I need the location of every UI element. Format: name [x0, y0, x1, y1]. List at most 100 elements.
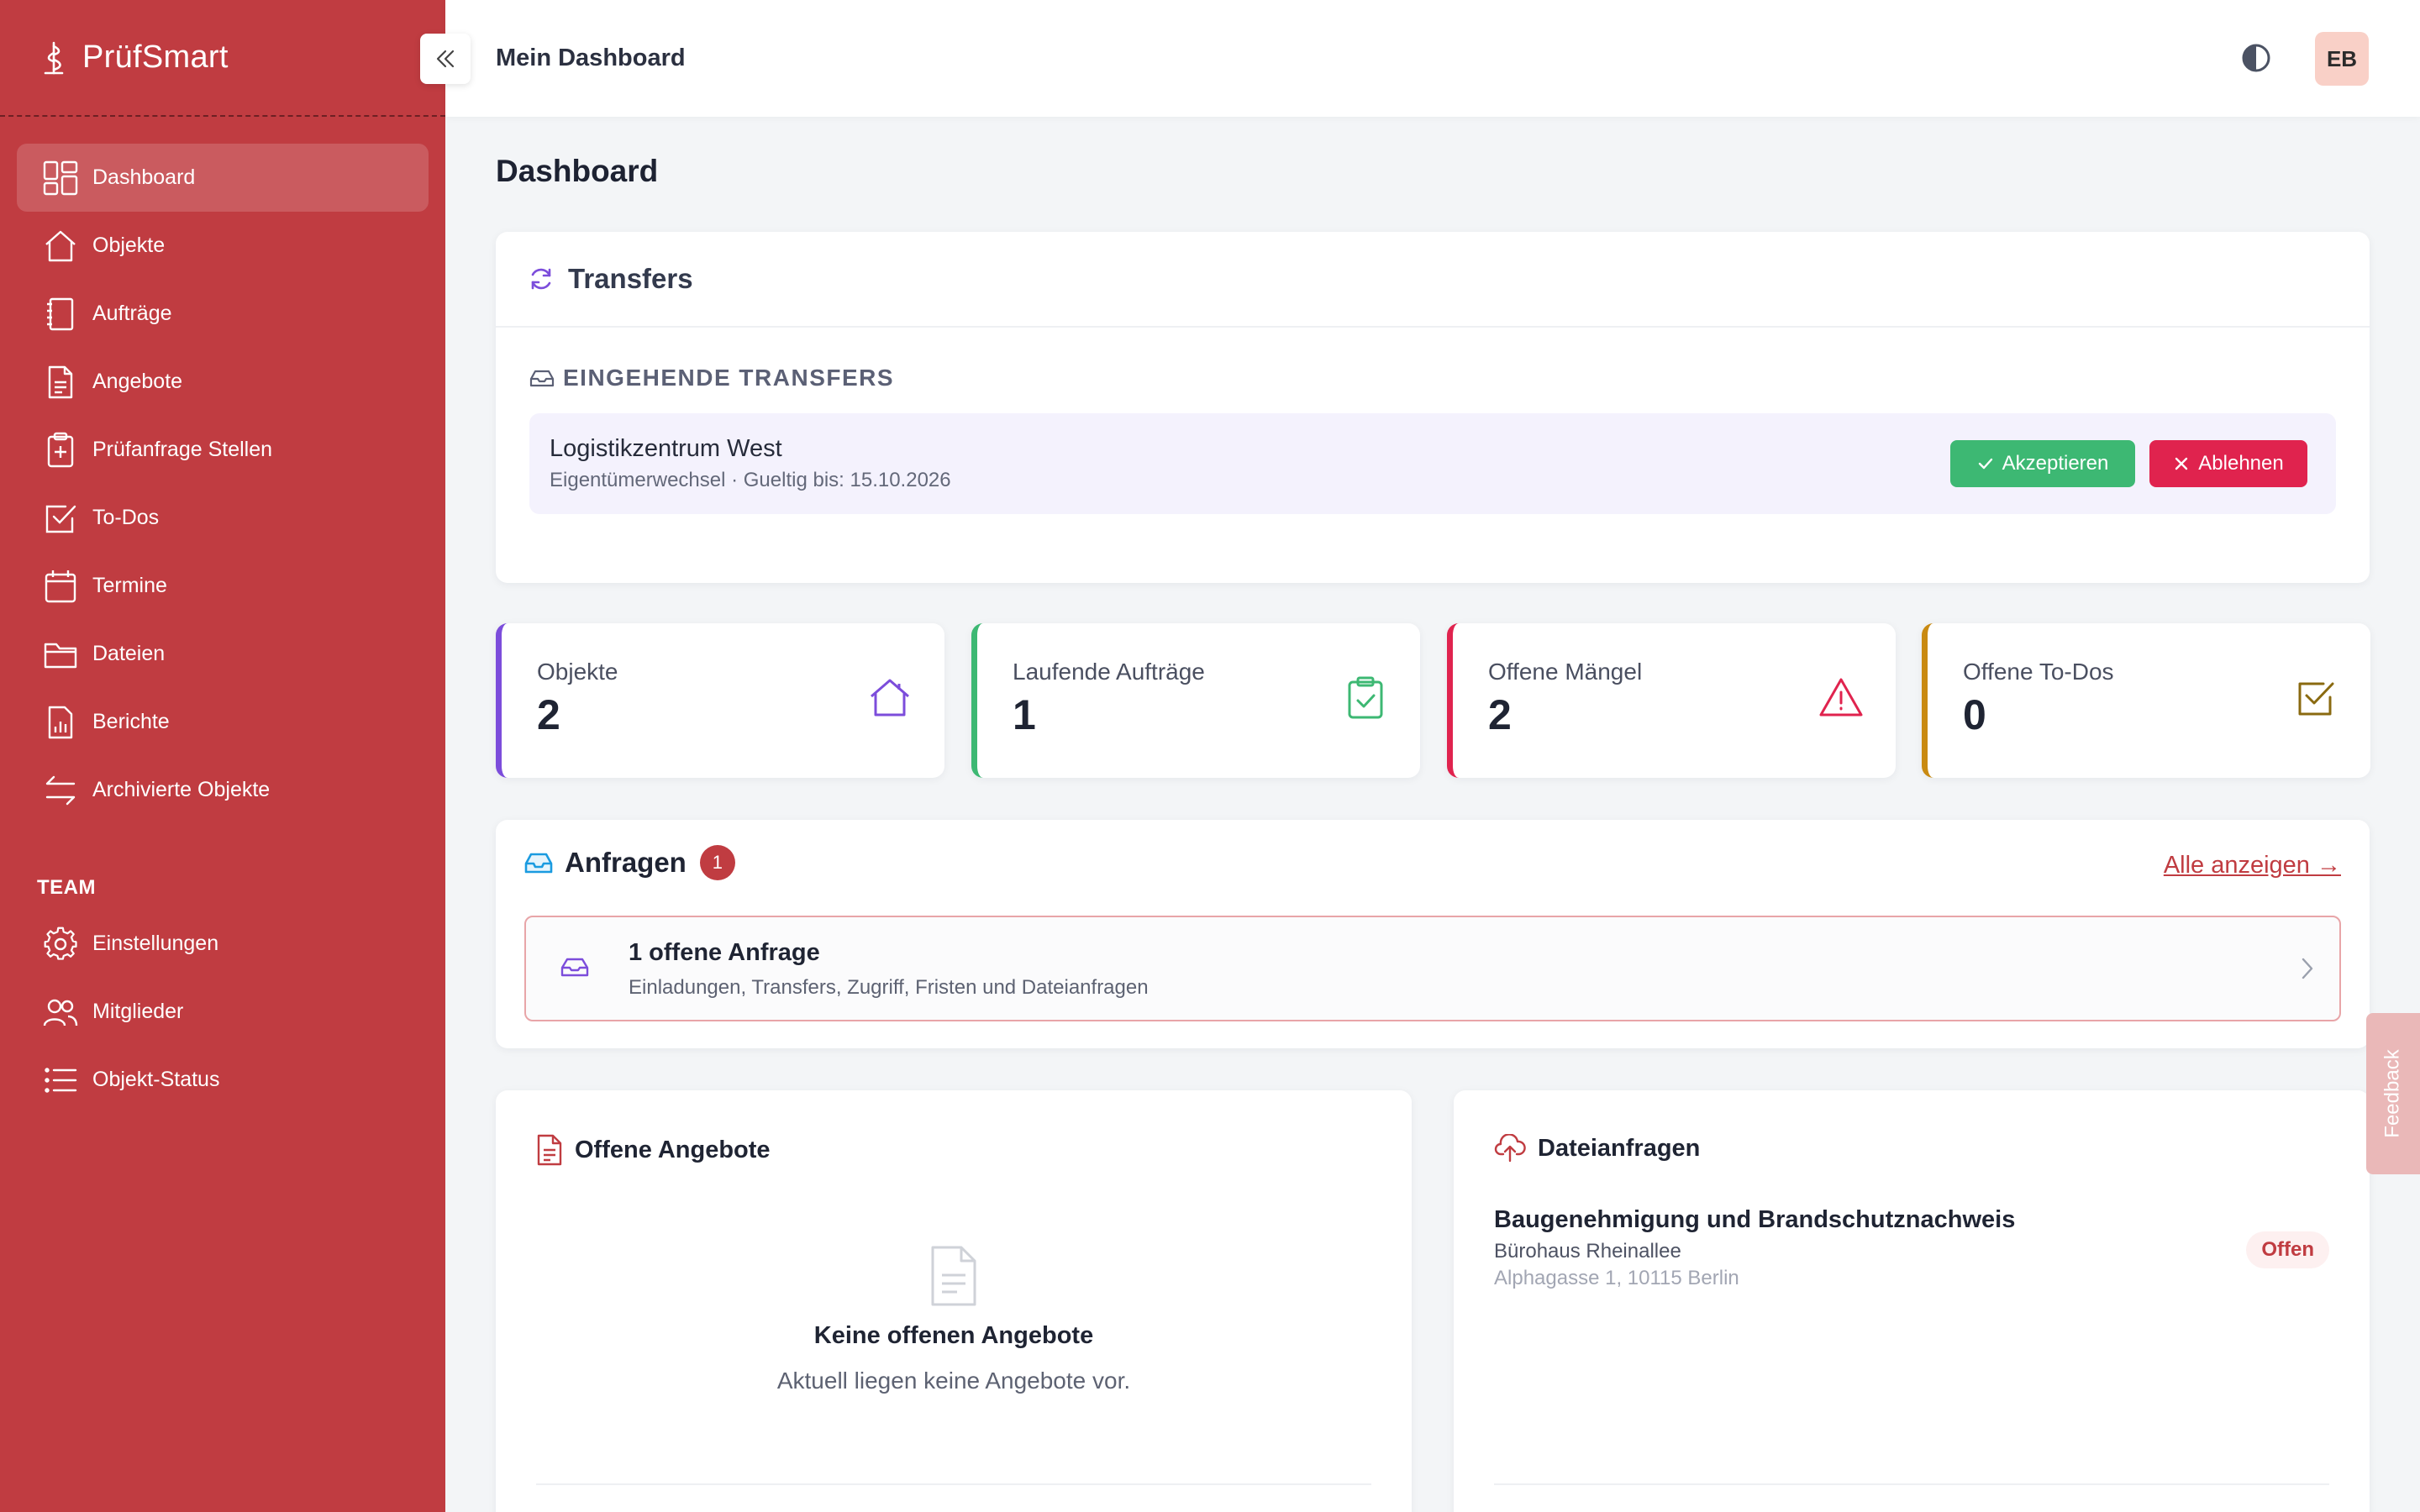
transfers-card: Transfers EINGEHENDE TRANSFERS Logistikz… [496, 232, 2370, 583]
calendar-icon [42, 568, 79, 605]
transfers-title: Transfers [568, 263, 693, 294]
sidebar-item-einstellungen[interactable]: Einstellungen [17, 910, 429, 978]
sidebar-item-label: Prüfanfrage Stellen [92, 438, 273, 461]
sidebar-item-dashboard[interactable]: Dashboard [17, 144, 429, 212]
feedback-label: Feedback [2381, 1049, 2404, 1138]
page-title: Dashboard [496, 154, 659, 188]
transfer-meta: Eigentümerwechsel · Gueltig bis: 15.10.2… [550, 469, 951, 491]
stat-value: 2 [537, 691, 560, 738]
chevrons-left-icon [433, 46, 458, 71]
document-icon [42, 364, 79, 401]
sidebar-item-angebote[interactable]: Angebote [17, 348, 429, 416]
reject-label: Ablehnen [2198, 452, 2284, 475]
file-request-object: Bürohaus Rheinallee [1494, 1240, 1681, 1263]
checkbox-icon [2293, 675, 2338, 721]
sidebar-item-pruefanfrage[interactable]: Prüfanfrage Stellen [17, 416, 429, 484]
logo-icon [37, 39, 71, 76]
feedback-tab[interactable]: Feedback [2366, 1013, 2420, 1174]
angebote-title: Offene Angebote [575, 1136, 771, 1163]
inbox-icon [529, 367, 563, 389]
inbox-icon [560, 954, 590, 979]
check-icon [1977, 455, 2002, 472]
angebote-header: Offene Angebote [536, 1134, 771, 1166]
dashboard-icon [42, 160, 79, 197]
stat-label: Laufende Aufträge [1013, 659, 1205, 685]
empty-state-title: Keine offenen Angebote [813, 1322, 1094, 1349]
stat-value: 0 [1963, 691, 1986, 738]
sidebar-item-label: Dateien [92, 642, 166, 665]
notebook-icon [42, 296, 79, 333]
sidebar-item-objekt-status[interactable]: Objekt-Status [17, 1046, 429, 1114]
sidebar-item-objekte[interactable]: Objekte [17, 212, 429, 280]
sidebar-item-auftraege[interactable]: Aufträge [17, 280, 429, 348]
transfers-header: Transfers [496, 232, 2370, 328]
stat-value: 2 [1488, 691, 1512, 738]
sidebar-item-label: Termine [92, 574, 167, 597]
dateianfragen-header: Dateianfragen [1494, 1134, 1700, 1163]
list-icon [42, 1062, 79, 1099]
sidebar-item-todos[interactable]: To-Dos [17, 484, 429, 552]
transfer-name: Logistikzentrum West [550, 435, 782, 462]
document-icon [536, 1134, 563, 1166]
avatar[interactable]: EB [2315, 32, 2369, 86]
topbar: Mein Dashboard EB [445, 0, 2420, 117]
divider [1494, 1483, 2329, 1485]
offene-angebote-card: Offene Angebote Keine offenen Angebote A… [496, 1090, 1412, 1512]
file-request-address: Alphagasse 1, 10115 Berlin [1494, 1267, 1739, 1289]
arrows-icon [42, 772, 79, 809]
gear-icon [42, 926, 79, 963]
file-request-title: Baugenehmigung und Brandschutznachweis [1494, 1206, 2016, 1233]
show-all-link[interactable]: Alle anzeigen → [2163, 852, 2341, 879]
sidebar-item-label: Archivierte Objekte [92, 778, 271, 801]
sidebar-item-label: Angebote [92, 370, 183, 393]
sidebar-item-label: Aufträge [92, 302, 172, 325]
request-subtitle: Einladungen, Transfers, Zugriff, Fristen… [629, 976, 1149, 999]
empty-state-subtitle: Aktuell liegen keine Angebote vor. [776, 1368, 1131, 1394]
collapse-sidebar-button[interactable] [420, 34, 471, 84]
clipboard-check-icon [1343, 675, 1388, 721]
sidebar-item-mitglieder[interactable]: Mitglieder [17, 978, 429, 1046]
incoming-transfers-label: EINGEHENDE TRANSFERS [529, 365, 894, 391]
incoming-label-text: EINGEHENDE TRANSFERS [563, 365, 895, 391]
sidebar-item-label: To-Dos [92, 506, 160, 529]
stat-card-auftraege[interactable]: Laufende Aufträge 1 [971, 623, 1420, 778]
home-icon [867, 675, 913, 721]
sidebar-item-dateien[interactable]: Dateien [17, 620, 429, 688]
anfragen-title: Anfragen [565, 847, 687, 878]
stat-label: Offene Mängel [1488, 659, 1643, 685]
sidebar: PrüfSmart Dashboard Objekte [0, 0, 445, 1512]
sidebar-item-termine[interactable]: Termine [17, 552, 429, 620]
close-icon [2173, 455, 2198, 472]
header-title: Mein Dashboard [496, 45, 686, 71]
accept-label: Akzeptieren [2002, 452, 2109, 475]
dateianfragen-card: Dateianfragen Baugenehmigung und Brandsc… [1454, 1090, 2370, 1512]
sidebar-item-label: Einstellungen [92, 932, 219, 955]
contrast-icon [2241, 43, 2271, 73]
brand[interactable]: PrüfSmart [0, 0, 445, 117]
stat-card-objekte[interactable]: Objekte 2 [496, 623, 944, 778]
theme-toggle-button[interactable] [2235, 37, 2277, 79]
refresh-icon [528, 265, 555, 292]
accept-transfer-button[interactable]: Akzeptieren [1950, 440, 2135, 487]
transfer-item: Logistikzentrum West Eigentümerwechsel ·… [529, 413, 2336, 514]
sidebar-item-label: Objekt-Status [92, 1068, 220, 1091]
stat-card-maengel[interactable]: Offene Mängel 2 [1447, 623, 1896, 778]
app-name: PrüfSmart [82, 39, 229, 75]
checkbox-icon [42, 500, 79, 537]
home-icon [42, 228, 79, 265]
anfragen-count-badge: 1 [699, 845, 735, 880]
sidebar-item-label: Objekte [92, 234, 166, 257]
stat-card-todos[interactable]: Offene To-Dos 0 [1922, 623, 2370, 778]
users-icon [42, 994, 79, 1031]
empty-document-icon [929, 1245, 978, 1307]
reject-transfer-button[interactable]: Ablehnen [2149, 440, 2307, 487]
open-request-row[interactable]: 1 offene Anfrage Einladungen, Transfers,… [524, 916, 2341, 1021]
sidebar-item-berichte[interactable]: Berichte [17, 688, 429, 756]
dateianfragen-title: Dateianfragen [1538, 1134, 1701, 1162]
cloud-upload-icon [1494, 1134, 1526, 1163]
sidebar-item-label: Dashboard [92, 165, 196, 189]
stat-label: Objekte [537, 659, 618, 685]
clipboard-plus-icon [42, 432, 79, 469]
sidebar-item-archiviert[interactable]: Archivierte Objekte [17, 756, 429, 824]
sidebar-item-label: Berichte [92, 710, 170, 733]
